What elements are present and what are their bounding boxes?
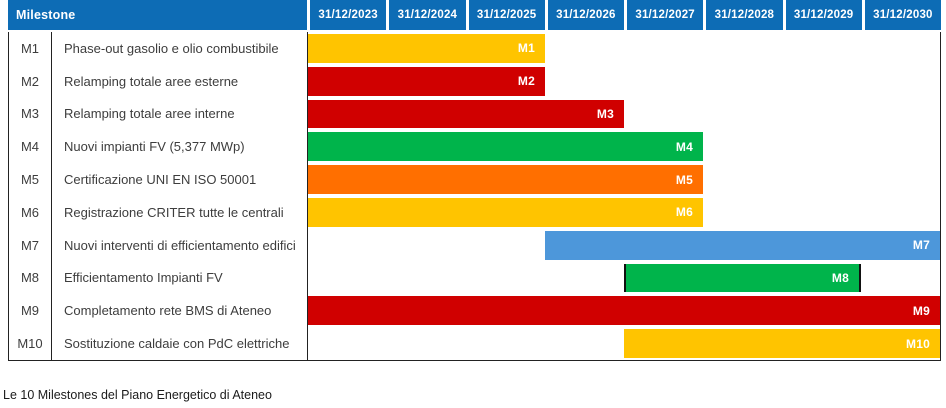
milestone-task-label: Certificazione UNI EN ISO 50001 [52, 163, 308, 196]
milestone-bar-label: M8 [831, 270, 849, 285]
milestone-bar: M9 [308, 296, 940, 326]
milestone-bar-label: M6 [675, 205, 693, 220]
milestone-id: M6 [9, 195, 52, 229]
milestone-task-label: Registrazione CRITER tutte le centrali [52, 195, 308, 229]
milestone-bar-track: M1 [308, 32, 940, 65]
milestone-row: M5 Certificazione UNI EN ISO 50001 M5 [9, 163, 940, 196]
milestone-bar-label: M5 [675, 172, 693, 187]
milestone-bar-track: M4 [308, 130, 940, 163]
table-header-row: Milestone 31/12/2023 31/12/2024 31/12/2025… [8, 0, 941, 30]
milestone-bar-track: M7 [308, 229, 940, 262]
milestone-bar: M7 [545, 230, 940, 260]
milestone-id: M1 [9, 32, 52, 65]
milestone-bar-track: M3 [308, 98, 940, 131]
date-column-header: 31/12/2028 [706, 0, 783, 30]
milestone-task-label: Relamping totale aree esterne [52, 64, 308, 98]
milestone-bar: M6 [308, 197, 703, 227]
milestone-task-label: Nuovi interventi di efficientamento edif… [52, 228, 308, 262]
milestone-task-label: Nuovi impianti FV (5,377 MWp) [52, 130, 308, 164]
milestone-id: M4 [9, 130, 52, 164]
milestone-id: M5 [9, 163, 52, 196]
date-column-header: 31/12/2027 [627, 0, 704, 30]
milestone-row: M3 Relamping totale aree interne M3 [9, 97, 940, 131]
milestone-bar: M1 [308, 34, 545, 63]
milestone-bar-track: M8 [308, 262, 940, 295]
chart-caption: Le 10 Milestones del Piano Energetico di… [3, 388, 272, 402]
milestone-row: M7 Nuovi interventi di efficientamento ed… [9, 228, 940, 262]
milestone-bar-label: M2 [517, 74, 535, 89]
milestone-task-label: Relamping totale aree interne [52, 97, 308, 131]
milestone-id: M2 [9, 64, 52, 98]
date-column-header: 31/12/2030 [864, 0, 941, 30]
milestone-row: M6 Registrazione CRITER tutte le centrali… [9, 195, 940, 229]
milestone-row: M10 Sostituzione caldaie con PdC elettric… [9, 327, 940, 360]
milestone-bar-track: M5 [308, 163, 940, 196]
milestone-bar: M3 [308, 99, 624, 129]
milestone-bar-track: M9 [308, 294, 940, 327]
milestone-task-label: Completamento rete BMS di Ateneo [52, 294, 308, 328]
milestone-bar-label: M3 [596, 106, 614, 121]
milestone-id: M8 [9, 261, 52, 295]
date-column-header: 31/12/2023 [310, 0, 387, 30]
milestone-bar-label: M10 [906, 336, 930, 351]
milestone-row: M2 Relamping totale aree esterne M2 [9, 64, 940, 98]
date-column-header: 31/12/2029 [785, 0, 862, 30]
milestone-bar-track: M10 [308, 327, 940, 360]
milestone-task-label: Sostituzione caldaie con PdC elettriche [52, 327, 308, 360]
date-column-header: 31/12/2026 [547, 0, 624, 30]
milestone-bar: M10 [624, 329, 940, 358]
milestone-row: M4 Nuovi impianti FV (5,377 MWp) M4 [9, 130, 940, 164]
milestone-bar: M4 [308, 132, 703, 162]
milestone-bar-track: M2 [308, 65, 940, 98]
milestone-task-label: Phase-out gasolio e olio combustibile [52, 32, 308, 65]
milestone-bar-label: M9 [912, 303, 930, 318]
milestone-id: M7 [9, 228, 52, 262]
milestone-bar: M8 [624, 263, 861, 293]
milestone-bar-label: M7 [912, 238, 930, 253]
milestone-bar: M5 [308, 165, 703, 194]
milestone-task-label: Efficientamento Impianti FV [52, 261, 308, 295]
milestone-id: M9 [9, 294, 52, 328]
date-column-header: 31/12/2024 [389, 0, 466, 30]
milestone-bar-track: M6 [308, 196, 940, 229]
milestone-id: M3 [9, 97, 52, 131]
milestone-row: M1 Phase-out gasolio e olio combustibile M… [9, 32, 940, 65]
milestone-id: M10 [9, 327, 52, 360]
milestone-bar-label: M4 [675, 139, 693, 154]
milestone-row: M9 Completamento rete BMS di Ateneo M9 [9, 294, 940, 328]
milestone-bar-label: M1 [517, 41, 535, 56]
milestone-bar: M2 [308, 66, 545, 96]
milestone-column-header: Milestone [8, 0, 307, 30]
table-body: M1 Phase-out gasolio e olio combustibile M… [8, 32, 941, 361]
milestone-row: M8 Efficientamento Impianti FV M8 [9, 261, 940, 295]
date-column-header: 31/12/2025 [468, 0, 545, 30]
